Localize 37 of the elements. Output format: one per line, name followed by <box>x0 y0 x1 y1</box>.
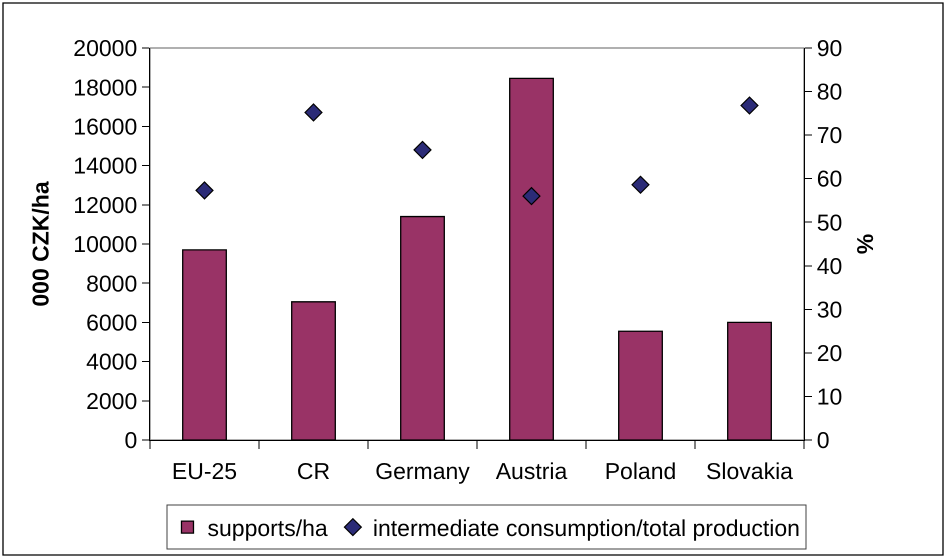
y-tick-label: 4000 <box>86 348 138 375</box>
y-tick-label: 2000 <box>86 388 138 414</box>
point <box>522 187 541 206</box>
y2-tick-label: 60 <box>816 166 842 192</box>
x-tick-label: Poland <box>604 458 676 484</box>
y-tick-label: 16000 <box>73 113 138 140</box>
legend-label: intermediate consumption/total production <box>372 515 800 542</box>
legend-label: supports/ha <box>207 515 328 542</box>
y2-tick-label: 80 <box>816 78 842 105</box>
x-tick-label: EU-25 <box>172 458 238 484</box>
y2-tick-label: 20 <box>816 340 842 366</box>
y-tick-label: 20000 <box>73 35 138 62</box>
x-tick-label: CR <box>296 458 330 484</box>
y2-tick-label: 30 <box>816 296 842 322</box>
y2-tick-label: 70 <box>816 122 842 148</box>
y-tick-label: 8000 <box>86 270 138 296</box>
x-tick-label: Austria <box>496 458 568 484</box>
y2-axis-title: % <box>852 234 878 254</box>
point <box>195 181 214 200</box>
y-tick-label: 18000 <box>73 74 138 100</box>
y-tick-label: 0 <box>124 427 138 454</box>
x-tick-label: Slovakia <box>706 458 794 484</box>
x-tick-label: Germany <box>375 458 470 484</box>
y2-tick-label: 50 <box>816 209 842 236</box>
y2-tick-label: 10 <box>816 383 842 410</box>
y-tick-label: 12000 <box>73 192 138 218</box>
y2-tick-label: 40 <box>816 252 842 279</box>
point <box>740 96 759 115</box>
y-tick-label: 14000 <box>73 152 138 179</box>
y2-tick-label: 0 <box>816 427 830 454</box>
point <box>631 176 650 194</box>
y-tick-label: 6000 <box>86 309 138 336</box>
y2-tick-label: 90 <box>816 35 842 62</box>
y-tick-label: 10000 <box>73 231 138 258</box>
point <box>304 103 323 122</box>
point <box>413 140 432 159</box>
y-axis-title: 000 CZK/ha <box>28 181 54 307</box>
